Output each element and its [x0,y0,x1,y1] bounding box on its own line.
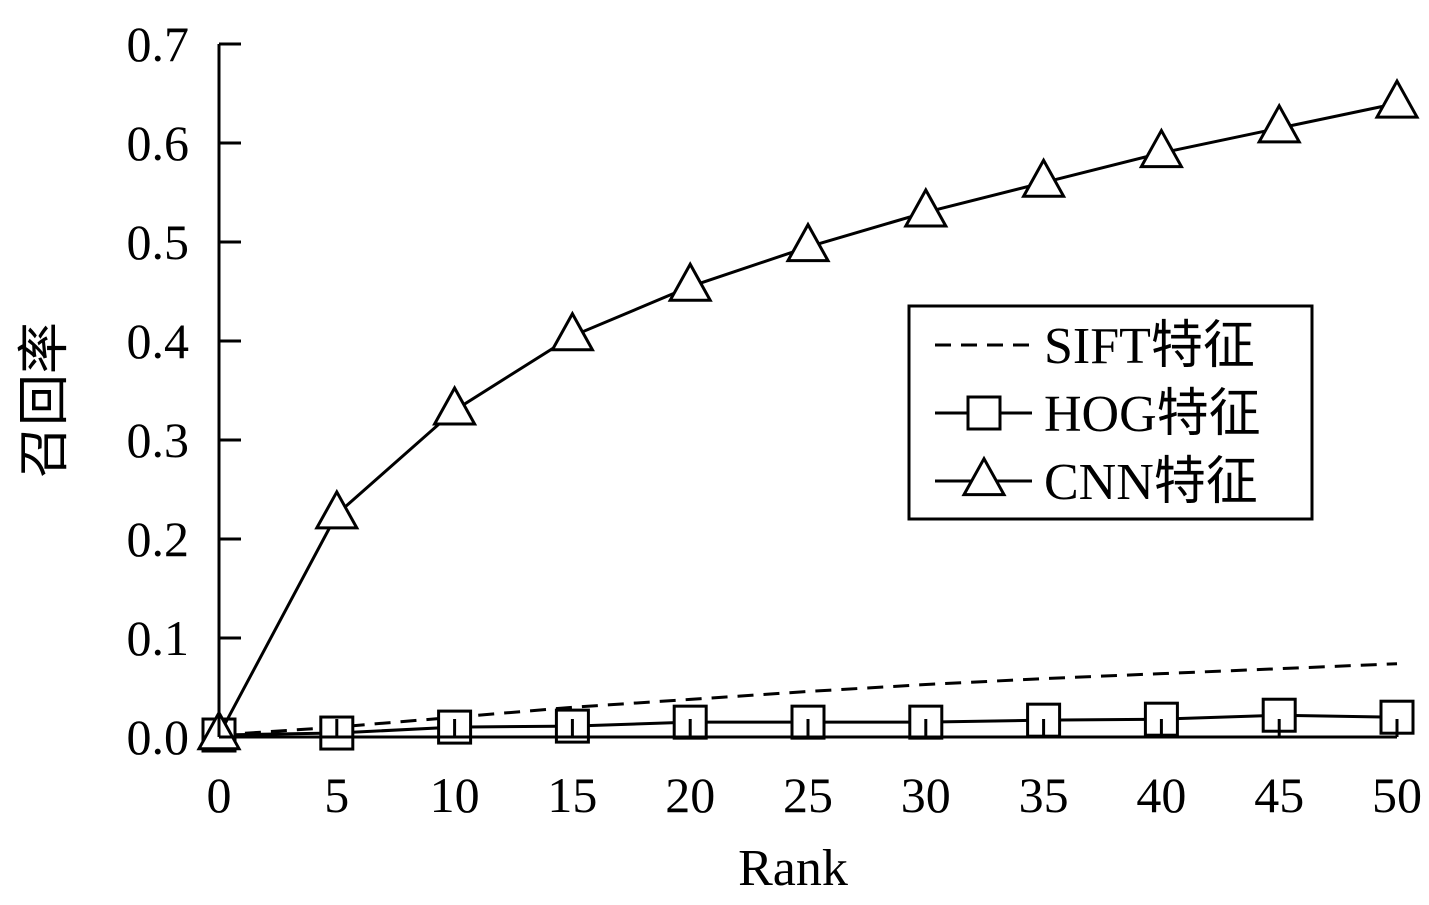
x-tick-label: 15 [547,767,597,823]
y-tick-label: 0.3 [127,412,190,468]
x-tick-label: 20 [665,767,715,823]
legend-label: CNN特征 [1044,454,1258,511]
triangle-marker [1138,127,1184,169]
x-axis-title: Rank [738,840,848,897]
y-tick-label: 0.7 [127,16,190,72]
triangle-marker [903,186,949,228]
x-axis-ticks: 0 5 10 15 20 25 30 35 40 45 50 [207,719,1422,823]
legend-label: HOG特征 [1044,386,1261,443]
x-tick-label: 45 [1254,767,1304,823]
y-tick-label: 0.4 [127,313,190,369]
y-tick-label: 0.5 [127,214,190,270]
legend-item: CNN特征 [935,454,1258,511]
triangle-marker [1374,77,1420,119]
x-tick-label: 50 [1372,767,1422,823]
triangle-marker [549,310,595,352]
series-SIFT特征 [218,662,1398,737]
legend-item: SIFT特征 [935,318,1255,375]
x-tick-label: 0 [207,767,232,823]
x-tick-label: 5 [324,767,349,823]
y-tick-label: 0.0 [127,709,190,765]
y-tick-label: 0.2 [127,511,190,567]
triangle-marker [314,488,360,530]
triangle-marker [1021,157,1067,198]
legend-label: SIFT特征 [1044,318,1255,375]
x-tick-label: 30 [901,767,951,823]
triangle-marker [961,455,1007,497]
triangle-marker [667,261,713,302]
x-tick-label: 10 [430,767,480,823]
x-tick-label: 25 [783,767,833,823]
legend-item: HOG特征 [935,386,1261,443]
triangle-marker [432,384,478,426]
square-marker [966,395,1002,431]
y-axis-ticks: 0.0 0.1 0.2 0.3 0.4 0.5 0.6 0.7 [127,16,241,765]
series-CNN特征 [196,77,1420,751]
series-line [218,662,1398,737]
legend: SIFT特征 HOG特征 CNN特征 [907,304,1314,521]
triangle-marker [1256,102,1302,144]
x-tick-label: 35 [1019,767,1069,823]
triangle-marker [785,221,831,263]
y-tick-label: 0.6 [127,115,190,171]
y-axis-title: 召回率 [17,322,74,478]
y-tick-label: 0.1 [127,610,190,666]
x-tick-label: 40 [1136,767,1186,823]
